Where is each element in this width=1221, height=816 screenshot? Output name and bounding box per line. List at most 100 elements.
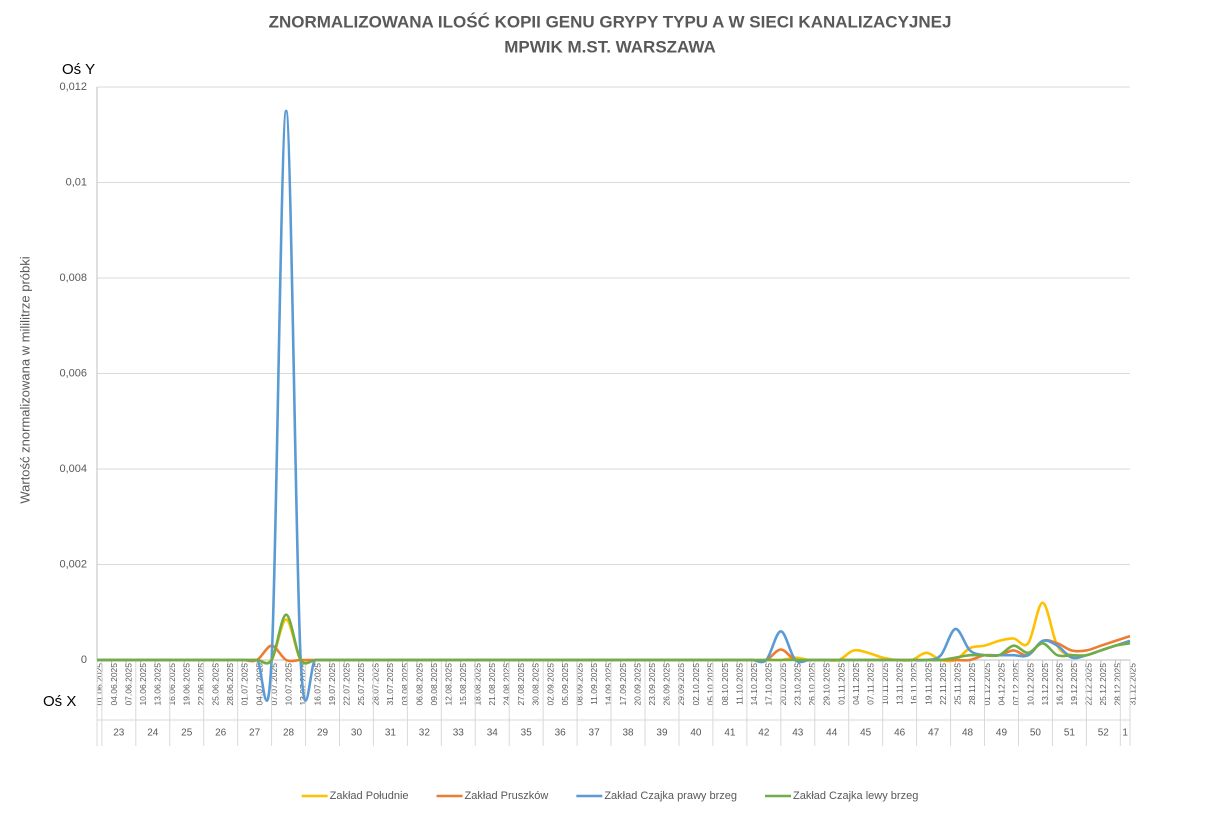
x-tick-label: 26.10.2025 — [807, 663, 817, 706]
week-label: 42 — [758, 728, 770, 739]
x-tick-label: 08.09.2025 — [574, 663, 584, 706]
x-tick-label: 04.07.2025 — [254, 663, 264, 706]
x-tick-label: 22.06.2025 — [196, 663, 206, 706]
x-tick-label: 31.07.2025 — [385, 663, 395, 706]
x-tick-label: 10.07.2025 — [283, 663, 293, 706]
x-tick-label: 20.09.2025 — [633, 663, 643, 706]
x-tick-label: 25.06.2025 — [211, 663, 221, 706]
x-tick-label: 09.08.2025 — [429, 663, 439, 706]
x-tick-label: 13.06.2025 — [152, 663, 162, 706]
week-label: 50 — [1030, 728, 1042, 739]
series-line — [97, 634, 1131, 663]
week-label: 32 — [419, 728, 431, 739]
x-tick-label: 23.10.2025 — [793, 663, 803, 706]
x-tick-label: 31.12.2025 — [1127, 663, 1137, 706]
chart-title: ZNORMALIZOWANA ILOŚĆ KOPII GENU GRYPY TY… — [269, 12, 952, 31]
week-label: 27 — [249, 728, 261, 739]
x-tick-label: 28.12.2025 — [1113, 663, 1123, 706]
y-tick-label: 0 — [81, 654, 87, 666]
x-tick-label: 24.08.2025 — [502, 663, 512, 706]
x-tick-label: 02.10.2025 — [691, 663, 701, 706]
y-tick-label: 0,008 — [59, 272, 87, 284]
week-label: 38 — [622, 728, 634, 739]
x-tick-label: 10.11.2025 — [880, 663, 890, 705]
x-tick-label: 29.10.2025 — [822, 663, 832, 706]
x-tick-label: 08.10.2025 — [720, 663, 730, 706]
x-tick-label: 28.06.2025 — [225, 663, 235, 706]
x-tick-label: 21.08.2025 — [487, 663, 497, 706]
x-corner-label: Oś X — [43, 693, 76, 710]
x-tick-label: 19.06.2025 — [182, 663, 192, 706]
x-tick-label: 17.09.2025 — [618, 663, 628, 706]
x-tick-label: 05.09.2025 — [560, 663, 570, 706]
x-tick-label: 10.12.2025 — [1025, 663, 1035, 706]
week-label: 45 — [860, 728, 872, 739]
week-label: 40 — [690, 728, 702, 739]
x-tick-label: 13.12.2025 — [1040, 663, 1050, 706]
x-tick-label: 16.06.2025 — [167, 663, 177, 706]
x-tick-label: 14.09.2025 — [603, 663, 613, 706]
week-label: 23 — [113, 728, 125, 739]
week-label: 34 — [487, 728, 499, 739]
x-tick-label: 10.06.2025 — [138, 663, 148, 706]
week-label: 1 — [1122, 728, 1128, 739]
week-label: 25 — [181, 728, 193, 739]
x-tick-label: 07.12.2025 — [1011, 663, 1021, 706]
x-tick-label: 28.11.2025 — [967, 663, 977, 705]
week-label: 41 — [724, 728, 736, 739]
x-tick-label: 18.08.2025 — [473, 663, 483, 706]
x-tick-label: 04.06.2025 — [109, 663, 119, 706]
week-label: 48 — [962, 728, 974, 739]
x-tick-label: 17.10.2025 — [764, 663, 774, 706]
x-tick-label: 19.12.2025 — [1069, 663, 1079, 706]
legend-label: Zakład Południe — [330, 790, 409, 802]
x-tick-label: 27.08.2025 — [516, 663, 526, 706]
series-line — [97, 109, 1131, 702]
x-tick-label: 11.10.2025 — [734, 663, 744, 705]
week-label: 47 — [928, 728, 940, 739]
legend-label: Zakład Pruszków — [465, 790, 549, 802]
week-label: 35 — [521, 728, 533, 739]
y-tick-label: 0,012 — [59, 81, 87, 93]
x-tick-label: 01.12.2025 — [982, 663, 992, 706]
x-tick-label: 16.07.2025 — [312, 663, 322, 706]
week-label: 28 — [283, 728, 295, 739]
week-label: 46 — [894, 728, 906, 739]
x-tick-label: 07.07.2025 — [269, 663, 279, 706]
x-tick-label: 28.07.2025 — [371, 663, 381, 706]
x-tick-label: 04.12.2025 — [996, 663, 1006, 706]
x-tick-label: 02.09.2025 — [545, 663, 555, 706]
week-label: 33 — [453, 728, 465, 739]
x-tick-label: 14.10.2025 — [749, 663, 759, 706]
x-tick-label: 03.08.2025 — [400, 663, 410, 706]
week-label: 52 — [1098, 728, 1110, 739]
week-label: 24 — [147, 728, 159, 739]
x-tick-label: 16.12.2025 — [1055, 663, 1065, 706]
x-tick-label: 25.12.2025 — [1098, 663, 1108, 706]
chart-title: MPWIK M.ST. WARSZAWA — [504, 37, 716, 56]
x-tick-label: 30.08.2025 — [531, 663, 541, 706]
y-tick-label: 0,006 — [59, 367, 87, 379]
x-tick-label: 12.08.2025 — [443, 663, 453, 706]
x-tick-label: 22.12.2025 — [1084, 663, 1094, 706]
y-axis-title: Wartość znormalizowana w mililitrze prób… — [17, 256, 32, 503]
week-label: 51 — [1064, 728, 1076, 739]
x-tick-label: 19.11.2025 — [924, 663, 934, 705]
y-tick-label: 0,01 — [66, 176, 87, 188]
legend-label: Zakład Czajka lewy brzeg — [793, 790, 918, 802]
x-tick-label: 04.11.2025 — [851, 663, 861, 705]
week-label: 36 — [555, 728, 567, 739]
x-tick-label: 25.07.2025 — [356, 663, 366, 706]
x-tick-label: 05.10.2025 — [705, 663, 715, 706]
week-label: 37 — [589, 728, 601, 739]
x-tick-label: 07.06.2025 — [123, 663, 133, 706]
y-tick-label: 0,004 — [59, 463, 87, 475]
x-tick-label: 01.06.2025 — [94, 663, 104, 706]
week-label: 31 — [385, 728, 397, 739]
y-corner-label: Oś Y — [62, 61, 95, 78]
week-label: 49 — [996, 728, 1008, 739]
x-tick-label: 23.09.2025 — [647, 663, 657, 706]
x-tick-label: 26.09.2025 — [662, 663, 672, 706]
x-tick-label: 25.11.2025 — [953, 663, 963, 705]
